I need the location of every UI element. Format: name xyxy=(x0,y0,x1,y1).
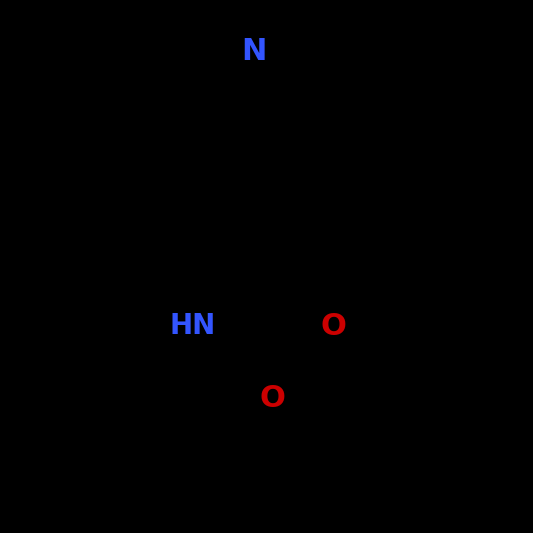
Text: O: O xyxy=(260,384,286,413)
Text: N: N xyxy=(241,37,266,66)
Text: O: O xyxy=(321,312,347,341)
Text: HN: HN xyxy=(169,312,216,340)
